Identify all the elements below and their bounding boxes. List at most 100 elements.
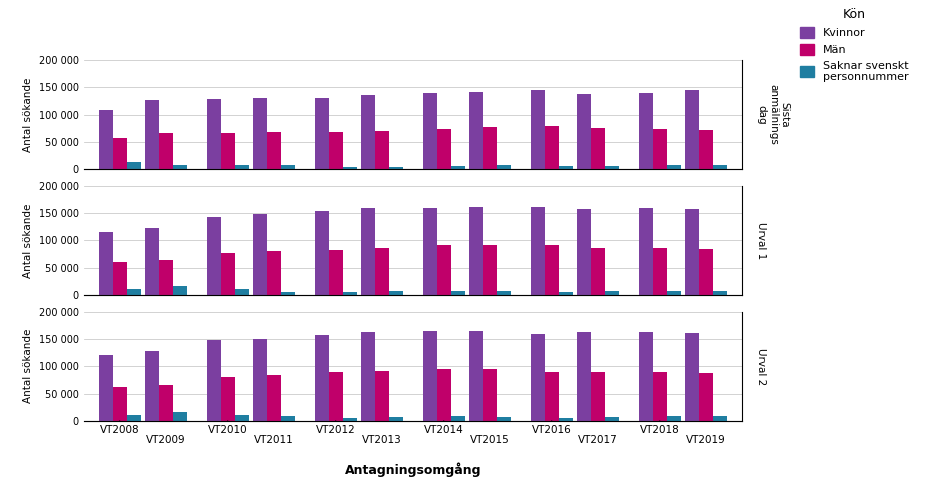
Bar <box>497 291 511 295</box>
Bar <box>314 211 328 295</box>
Bar <box>207 340 221 421</box>
Bar <box>530 90 544 169</box>
Text: VT2018: VT2018 <box>640 425 679 435</box>
Bar <box>577 94 590 169</box>
Bar <box>638 332 652 421</box>
Bar <box>684 209 698 295</box>
Bar <box>483 245 497 295</box>
Y-axis label: Antal sökande: Antal sökande <box>23 203 33 278</box>
Bar <box>235 289 248 295</box>
Bar <box>558 292 572 295</box>
Bar <box>544 126 558 169</box>
Legend: Kvinnor, Män, Saknar svenskt
personnummer: Kvinnor, Män, Saknar svenskt personnumme… <box>799 8 908 82</box>
Bar <box>221 377 235 421</box>
Bar <box>235 415 248 421</box>
Bar <box>604 417 618 421</box>
Bar <box>207 100 221 169</box>
Bar <box>159 133 173 169</box>
Bar <box>530 206 544 295</box>
Bar <box>638 208 652 295</box>
Bar <box>713 416 727 421</box>
Bar <box>361 95 375 169</box>
Bar <box>112 387 127 421</box>
Text: VT2017: VT2017 <box>578 435 617 445</box>
Bar <box>497 417 511 421</box>
Bar <box>145 100 159 169</box>
Bar <box>544 245 558 295</box>
Bar <box>98 232 112 295</box>
Bar <box>451 166 464 169</box>
Bar <box>159 385 173 421</box>
Bar <box>267 375 281 421</box>
Bar <box>342 417 356 421</box>
Bar <box>253 98 267 169</box>
Text: VT2011: VT2011 <box>254 435 294 445</box>
Bar <box>469 92 483 169</box>
Bar <box>437 369 451 421</box>
Bar <box>469 331 483 421</box>
Bar <box>267 251 281 295</box>
Y-axis label: Antal sökande: Antal sökande <box>23 329 33 403</box>
Bar <box>422 331 437 421</box>
Bar <box>127 162 141 169</box>
Bar <box>98 110 112 169</box>
Bar <box>253 214 267 295</box>
Bar <box>328 372 342 421</box>
Bar <box>112 138 127 169</box>
Text: VT2013: VT2013 <box>362 435 401 445</box>
Bar <box>253 339 267 421</box>
Bar <box>577 332 590 421</box>
Text: VT2012: VT2012 <box>315 425 355 435</box>
Bar <box>388 167 403 169</box>
Bar <box>145 228 159 295</box>
Y-axis label: Urval 1: Urval 1 <box>756 222 766 259</box>
Bar <box>342 293 356 295</box>
Text: VT2009: VT2009 <box>146 435 185 445</box>
Bar <box>667 416 680 421</box>
Bar <box>652 248 667 295</box>
Bar <box>388 291 403 295</box>
Bar <box>451 416 464 421</box>
Bar <box>127 289 141 295</box>
Bar <box>281 416 295 421</box>
Text: VT2016: VT2016 <box>531 425 571 435</box>
Bar <box>328 250 342 295</box>
Bar <box>221 253 235 295</box>
Y-axis label: Sista
anmälnings
dag: Sista anmälnings dag <box>756 84 789 145</box>
Bar <box>451 291 464 295</box>
Bar <box>314 98 328 169</box>
Bar <box>145 351 159 421</box>
Bar <box>281 164 295 169</box>
Text: VT2014: VT2014 <box>424 425 464 435</box>
Bar <box>558 417 572 421</box>
Bar <box>558 166 572 169</box>
Bar <box>469 207 483 295</box>
Bar <box>127 415 141 421</box>
Bar <box>698 130 713 169</box>
Bar <box>267 132 281 169</box>
Y-axis label: Urval 2: Urval 2 <box>756 348 766 385</box>
Bar <box>652 129 667 169</box>
Bar <box>497 165 511 169</box>
Bar <box>173 165 187 169</box>
Bar <box>437 245 451 295</box>
Bar <box>375 371 388 421</box>
Bar <box>375 247 388 295</box>
Bar <box>698 248 713 295</box>
Bar <box>342 167 356 169</box>
Bar <box>361 208 375 295</box>
Bar <box>422 208 437 295</box>
Bar <box>698 373 713 421</box>
Bar <box>713 164 727 169</box>
Bar <box>375 131 388 169</box>
Bar <box>577 209 590 295</box>
Bar <box>112 262 127 295</box>
Text: VT2008: VT2008 <box>100 425 139 435</box>
Bar <box>667 165 680 169</box>
X-axis label: Antagningsomgång: Antagningsomgång <box>344 462 481 477</box>
Bar <box>652 372 667 421</box>
Text: VT2010: VT2010 <box>208 425 248 435</box>
Bar <box>388 417 403 421</box>
Text: VT2015: VT2015 <box>470 435 510 445</box>
Bar <box>221 133 235 169</box>
